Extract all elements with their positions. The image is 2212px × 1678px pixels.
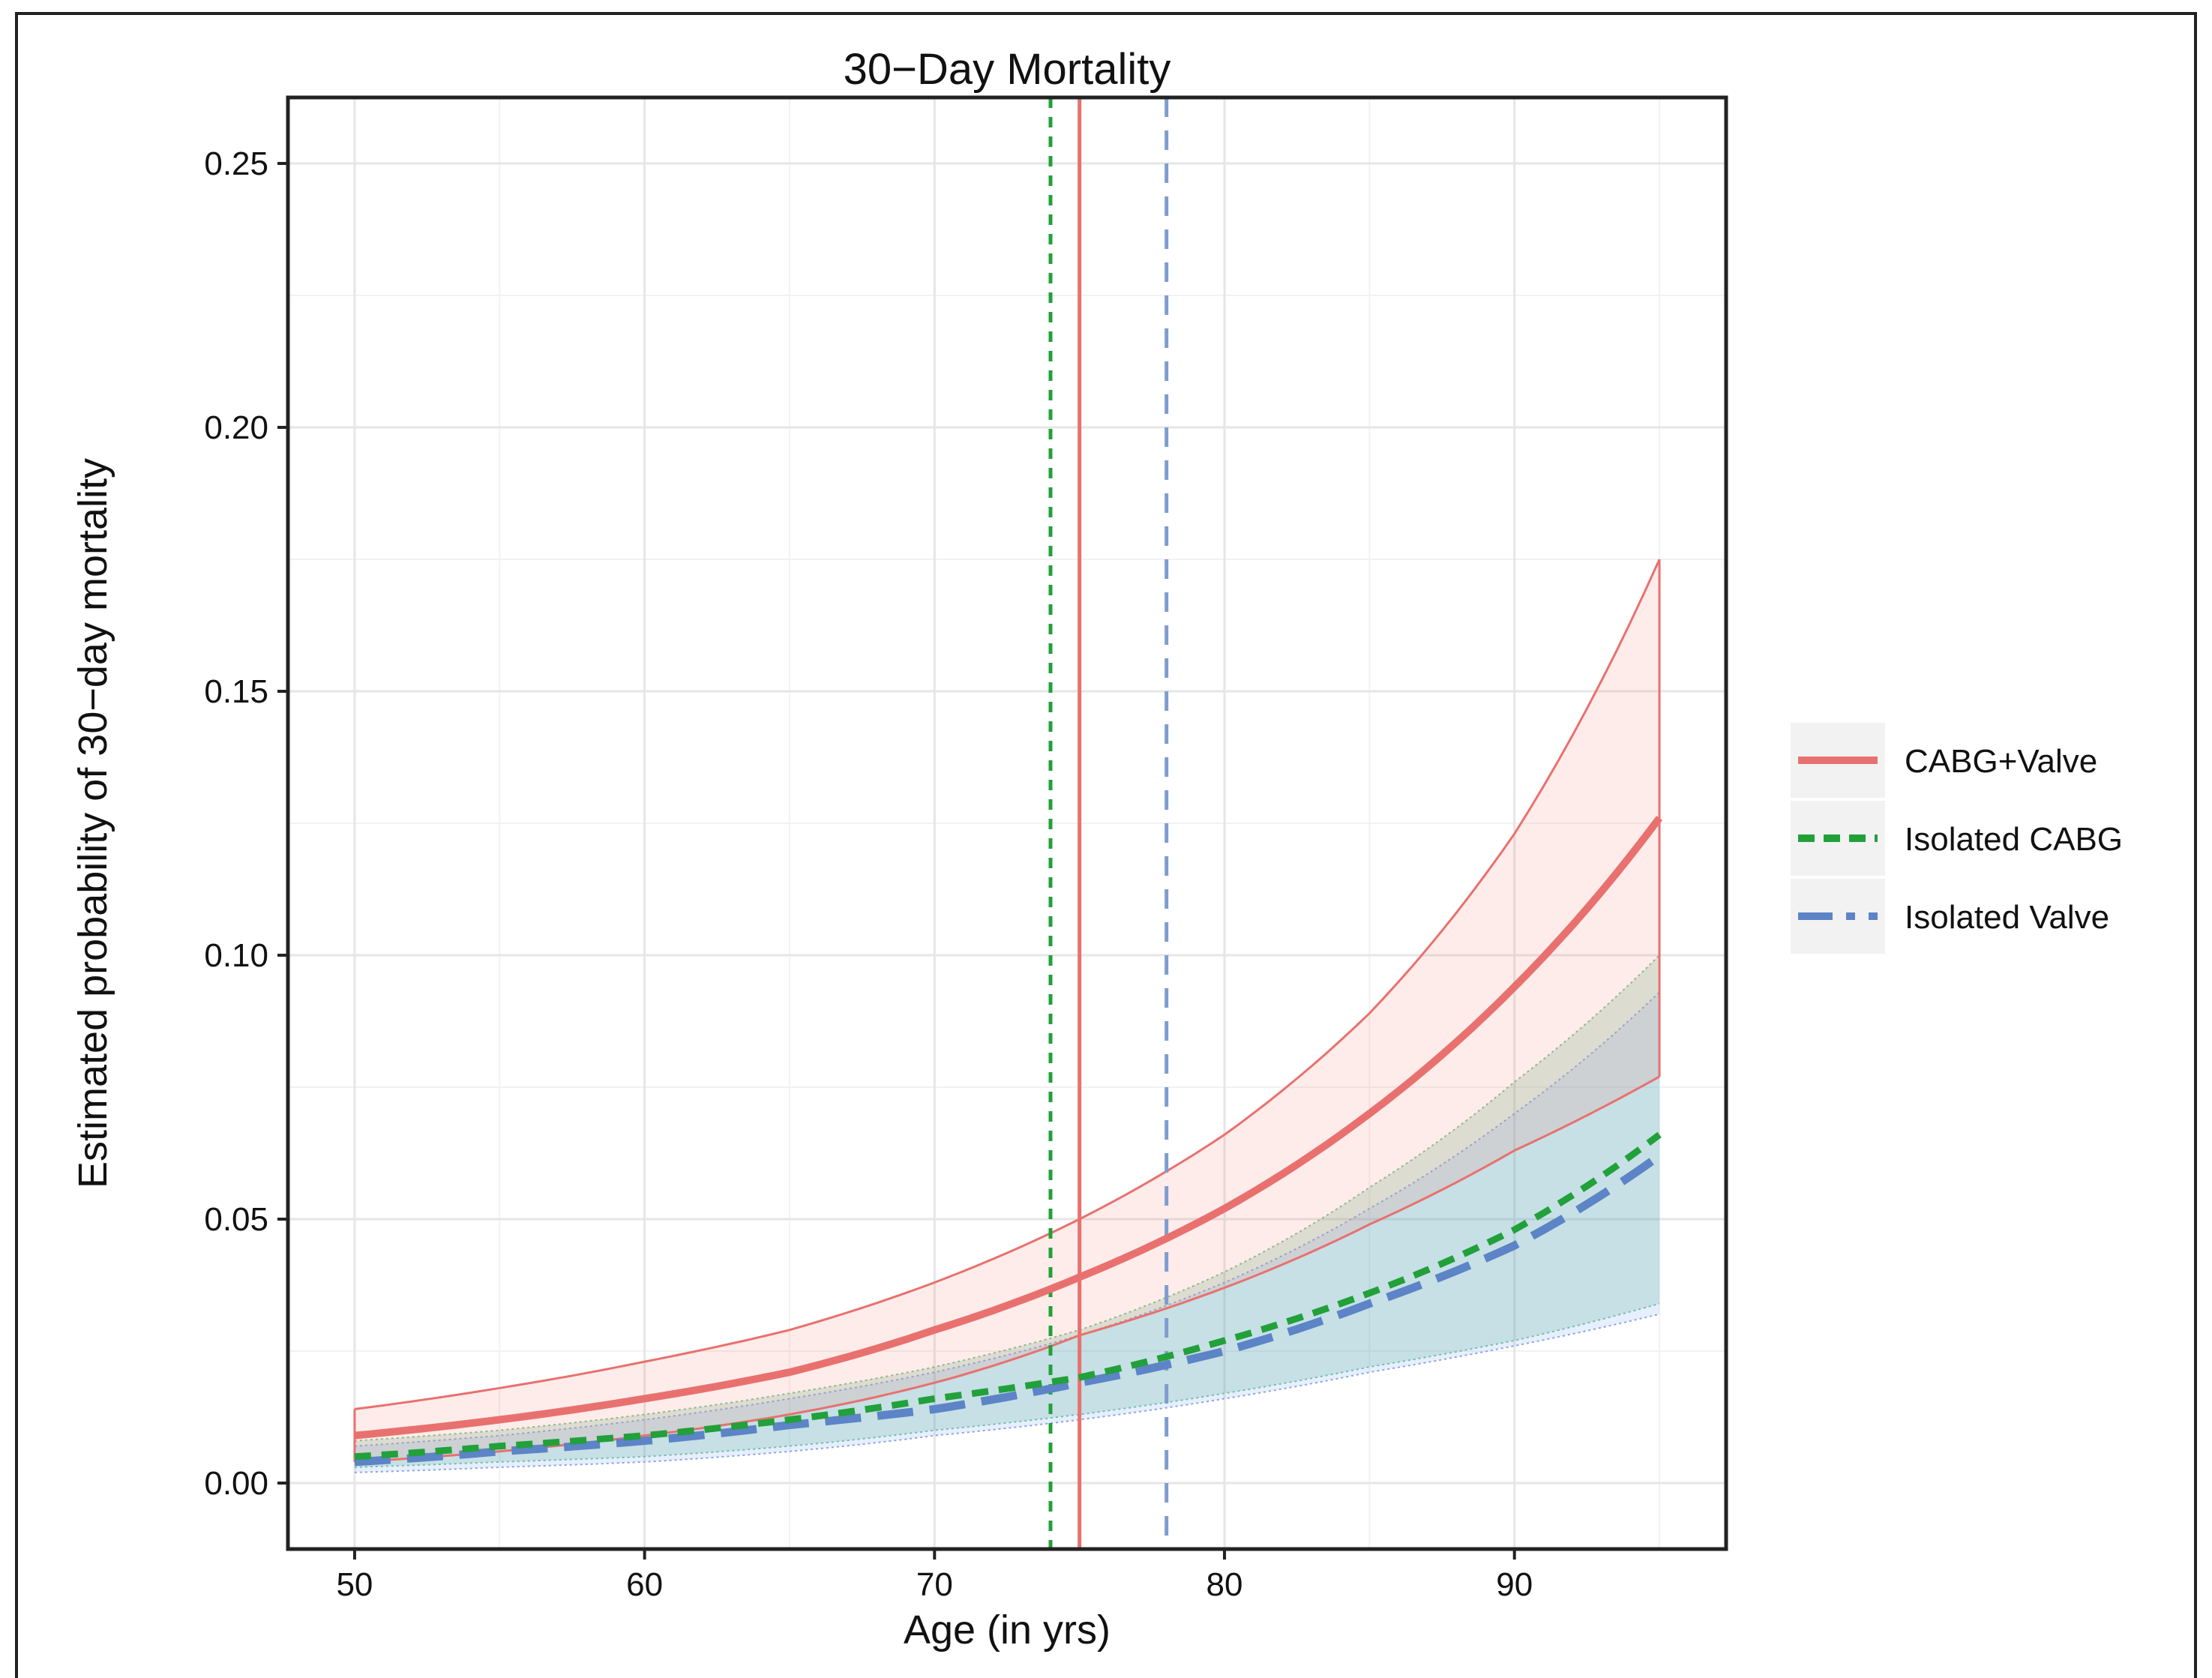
cabg-valve-line: [354, 815, 1663, 1440]
x-axis-label: Age (in yrs): [904, 1608, 1110, 1653]
legend-label: CABG+Valve: [1905, 743, 2097, 780]
isolated-cabg-band: [354, 955, 1660, 1467]
x-tick-label: 90: [1496, 1566, 1533, 1603]
confidence-bands: [353, 559, 1661, 1473]
y-tick-label: 0.15: [204, 673, 268, 710]
x-tick-label: 70: [916, 1566, 953, 1603]
y-axis-label: Estimated probability of 30−day mortalit…: [70, 458, 115, 1188]
reference-lines: [1048, 97, 1169, 1549]
x-tick-label: 50: [336, 1566, 373, 1603]
series-lines: [354, 815, 1663, 1467]
cabg-valve-band: [354, 559, 1660, 1462]
isolated-cabg-upper-bound: [354, 954, 1660, 1442]
y-tick-label: 0.10: [204, 937, 268, 974]
x-tick-label: 60: [626, 1566, 663, 1603]
chart-title: 30−Day Mortality: [844, 45, 1171, 94]
figure-frame: [15, 12, 2197, 1678]
plot-panel-border: [286, 95, 1728, 1551]
y-tick-label: 0.20: [204, 409, 268, 446]
legend-label: Isolated CABG: [1905, 821, 2123, 858]
isolated-valve-band: [354, 992, 1660, 1473]
y-tick-label: 0.25: [204, 145, 268, 182]
legend-label: Isolated Valve: [1905, 899, 2109, 936]
grid: [288, 97, 1726, 1549]
cabg-valve-upper-bound: [354, 559, 1661, 1410]
axes: 50 60 70 80 90 0.00 0.05 0.10 0.15 0.20 0.25: [204, 145, 1533, 1603]
y-tick-label: 0.00: [204, 1465, 268, 1502]
legend: CABG+Valve Isolated CABG Isolated Valve: [1791, 723, 2123, 954]
isolated-cabg-line: [354, 1131, 1662, 1461]
isolated-valve-line: [354, 1152, 1662, 1467]
x-tick-label: 80: [1206, 1566, 1243, 1603]
y-tick-label: 0.05: [204, 1201, 268, 1238]
